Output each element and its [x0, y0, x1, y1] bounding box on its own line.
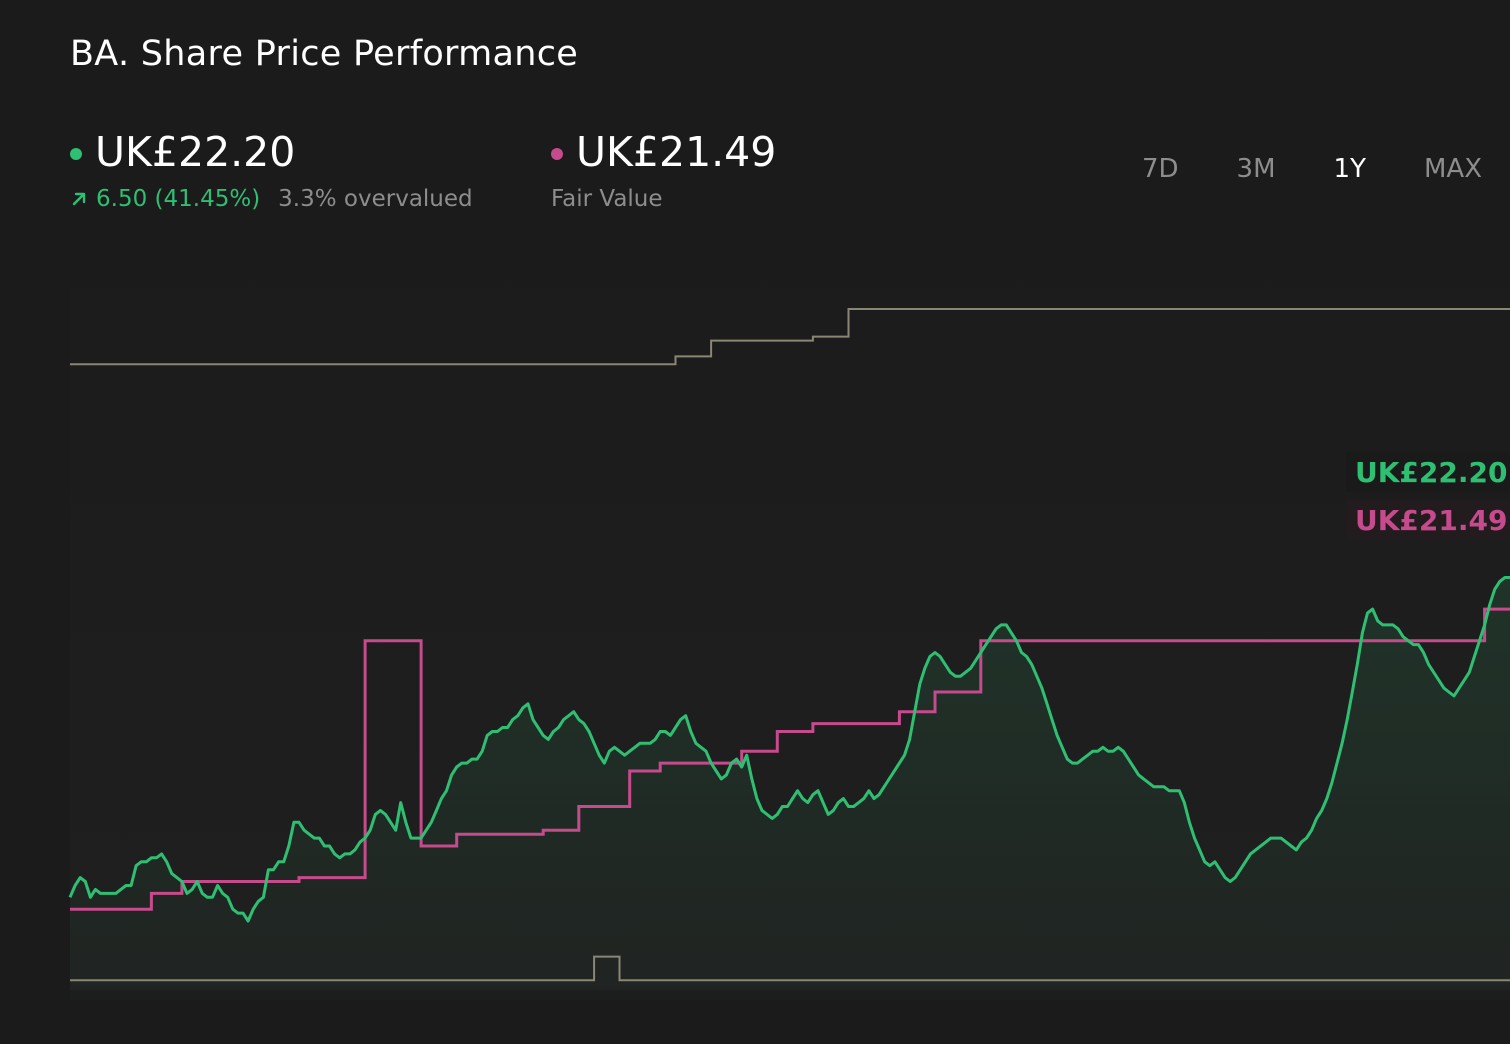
fair-end-label-bg: [1346, 500, 1510, 540]
current-price-block: UK£22.20 6.50 (41.45%) 3.3% overvalued: [70, 128, 473, 212]
share-price-line: [68, 576, 1510, 923]
tab-3m[interactable]: 3M: [1236, 154, 1276, 184]
fair-end-label: UK£21.49: [1355, 504, 1507, 537]
tab-max[interactable]: MAX: [1423, 154, 1482, 184]
end-labels: UK£22.20 UK£21.49: [1346, 452, 1510, 540]
fair-value-line: [70, 607, 1510, 911]
share-price-dot: [70, 148, 82, 160]
price-change: 6.50 (41.45%): [70, 186, 260, 212]
fair-value-price-value: UK£21.49: [576, 128, 777, 176]
current-end-label-bg: [1346, 452, 1510, 492]
price-change-row: 6.50 (41.45%) 3.3% overvalued: [70, 186, 473, 212]
tab-7d[interactable]: 7D: [1141, 154, 1179, 184]
period-tabs: 7D 3M 1Y MAX: [1084, 154, 1482, 184]
share-price-area: [70, 577, 1510, 1000]
price-change-value: 6.50 (41.45%): [96, 186, 261, 212]
fair-value-label: Fair Value: [551, 186, 663, 212]
current-price-value: UK£22.20: [95, 128, 296, 176]
fair-value-block: UK£21.49 Fair Value: [551, 128, 776, 212]
fair-value-price: UK£21.49: [551, 128, 776, 176]
current-price: UK£22.20: [70, 128, 473, 176]
arrow-up-right-icon: [72, 192, 86, 206]
current-end-label: UK£22.20: [1355, 456, 1507, 489]
valuation-status: 3.3% overvalued: [278, 186, 473, 212]
chart-title: BA. Share Price Performance: [70, 34, 579, 74]
fair-value-dot: [551, 148, 563, 160]
upper-range-line: [70, 308, 1510, 366]
tab-1y[interactable]: 1Y: [1333, 154, 1366, 184]
